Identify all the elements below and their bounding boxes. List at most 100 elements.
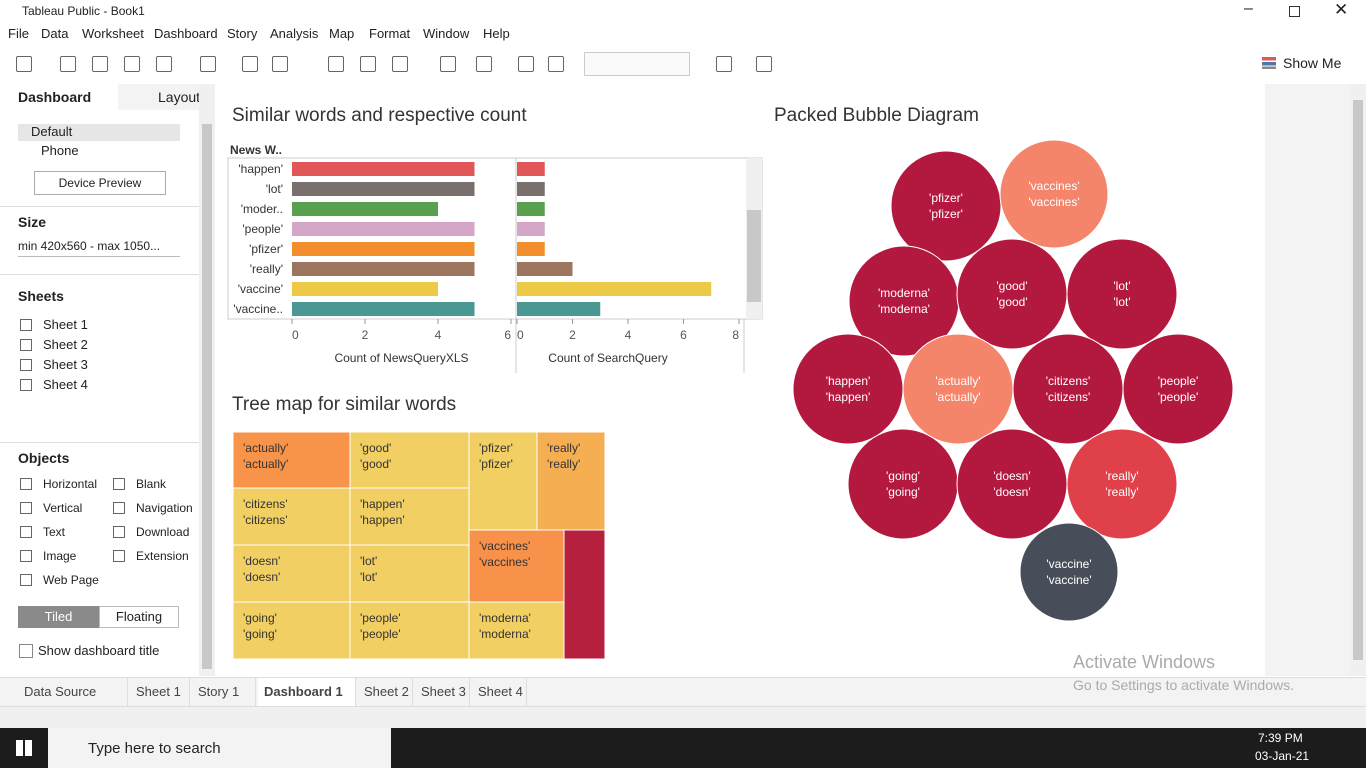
layout-mode[interactable]: Tiled (18, 606, 99, 628)
sheet-tab[interactable]: Story 1 (192, 678, 256, 706)
bar (292, 182, 475, 196)
toolbar-button[interactable] (60, 56, 76, 72)
minimize[interactable]: – (1244, 0, 1253, 17)
toolbar-button[interactable] (392, 56, 408, 72)
x-tick-label: 4 (435, 328, 442, 342)
toolbar-button[interactable] (518, 56, 534, 72)
show-me[interactable]: Show Me (1283, 55, 1342, 71)
treemap-cell (349, 544, 470, 603)
toolbar-button[interactable] (16, 56, 32, 72)
sheet-tab[interactable]: Data Source (8, 678, 128, 706)
bubble-label: 'citizens' (1046, 374, 1091, 388)
menu-item[interactable]: Data (41, 26, 69, 41)
bar (292, 242, 475, 256)
checkbox-label[interactable]: Show dashboard title (38, 643, 160, 658)
menu-item[interactable]: File (8, 26, 29, 41)
sheet-tab[interactable]: Sheet 4 (472, 678, 527, 706)
cell-label: 'happen' (360, 513, 405, 527)
side-panel: Dashboard Layout Default Phone Device Previe… (0, 84, 214, 676)
sheet-tab[interactable]: Sheet 2 (358, 678, 413, 706)
sheet-item[interactable]: Sheet 3 (43, 357, 88, 372)
bubble-label: 'lot' (1113, 295, 1130, 309)
bubble-label: 'vaccine' (1046, 557, 1091, 571)
bubble-label: 'happen' (826, 390, 871, 404)
checkbox[interactable] (19, 644, 33, 658)
object-icon (20, 502, 32, 514)
toolbar-dropdown[interactable] (584, 52, 690, 76)
sheet-tab[interactable]: Dashboard 1 (258, 678, 356, 706)
toolbar-button[interactable] (548, 56, 564, 72)
size-dropdown[interactable]: min 420x560 - max 1050... (18, 239, 180, 257)
sheet-item[interactable]: Sheet 2 (43, 337, 88, 352)
scroll-thumb[interactable] (1353, 100, 1363, 660)
toolbar-button[interactable] (200, 56, 216, 72)
bar (292, 302, 475, 316)
close[interactable]: ✕ (1334, 0, 1349, 19)
menu-item[interactable]: Window (423, 26, 470, 41)
toolbar-button[interactable] (242, 56, 258, 72)
section-heading: Objects (18, 450, 70, 466)
start-button[interactable] (16, 740, 32, 756)
menu-item[interactable]: Format (369, 26, 411, 41)
menu-item[interactable]: Dashboard (154, 26, 218, 41)
object-icon (20, 574, 32, 586)
object-item[interactable]: Extension (136, 549, 189, 563)
object-item[interactable]: Blank (136, 477, 167, 491)
treemap-cell (349, 601, 470, 660)
treemap-cell (232, 601, 351, 660)
search-box[interactable]: Type here to search (48, 728, 391, 768)
sheet-item[interactable]: Sheet 4 (43, 377, 88, 392)
toolbar-button[interactable] (476, 56, 492, 72)
scroll-thumb (747, 210, 761, 302)
bubble-label: 'lot' (1113, 279, 1130, 293)
object-item[interactable]: Text (43, 525, 66, 539)
toolbar-button[interactable] (716, 56, 732, 72)
menu-item[interactable]: Map (329, 26, 355, 41)
panel-tab[interactable]: Layout (118, 84, 214, 110)
object-item[interactable]: Vertical (43, 501, 83, 515)
toolbar-button[interactable] (124, 56, 140, 72)
chart-title: Packed Bubble Diagram (774, 105, 979, 126)
sheet-item[interactable]: Sheet 1 (43, 317, 88, 332)
bubble-label: 'actually' (935, 390, 980, 404)
bar (517, 302, 601, 316)
bubble-label: 'people' (1158, 374, 1199, 388)
layout-mode[interactable]: Floating (99, 606, 179, 628)
panel-tab[interactable]: Dashboard (18, 89, 92, 105)
menu-item[interactable]: Worksheet (82, 26, 144, 41)
toolbar-button[interactable] (92, 56, 108, 72)
device-option[interactable]: Default (18, 124, 180, 141)
menu-item[interactable]: Help (483, 26, 510, 41)
object-item[interactable]: Horizontal (43, 477, 98, 491)
object-item[interactable]: Navigation (136, 501, 193, 515)
bubble (1122, 333, 1234, 445)
device-option[interactable]: Phone (41, 143, 79, 158)
cell-label: 'moderna' (479, 611, 531, 625)
sheet-tab[interactable]: Sheet 1 (130, 678, 190, 706)
x-tick-label: 8 (732, 328, 739, 342)
axis-title: Count of NewsQueryXLS (334, 351, 468, 365)
row-label: 'moder.. (241, 202, 283, 216)
treemap-cell (232, 487, 351, 546)
bubble (902, 333, 1014, 445)
cell-label: 'really' (547, 441, 580, 455)
bubble-label: 'doesn' (993, 485, 1030, 499)
toolbar-button[interactable] (756, 56, 772, 72)
scroll-thumb[interactable] (202, 124, 212, 669)
cell-label: 'vaccines' (479, 555, 530, 569)
object-item[interactable]: Image (43, 549, 77, 563)
toolbar-button[interactable] (440, 56, 456, 72)
menu-item[interactable]: Analysis (270, 26, 319, 41)
toolbar-button[interactable] (328, 56, 344, 72)
bar (517, 202, 545, 216)
sheet-tab[interactable]: Sheet 3 (415, 678, 470, 706)
restore[interactable] (1289, 6, 1300, 17)
object-item[interactable]: Download (136, 525, 190, 539)
toolbar-button[interactable] (360, 56, 376, 72)
object-item[interactable]: Web Page (43, 573, 99, 587)
menu-item[interactable]: Story (227, 26, 258, 41)
toolbar-button[interactable] (156, 56, 172, 72)
device-preview-button[interactable]: Device Preview (34, 171, 166, 195)
toolbar-button[interactable] (272, 56, 288, 72)
